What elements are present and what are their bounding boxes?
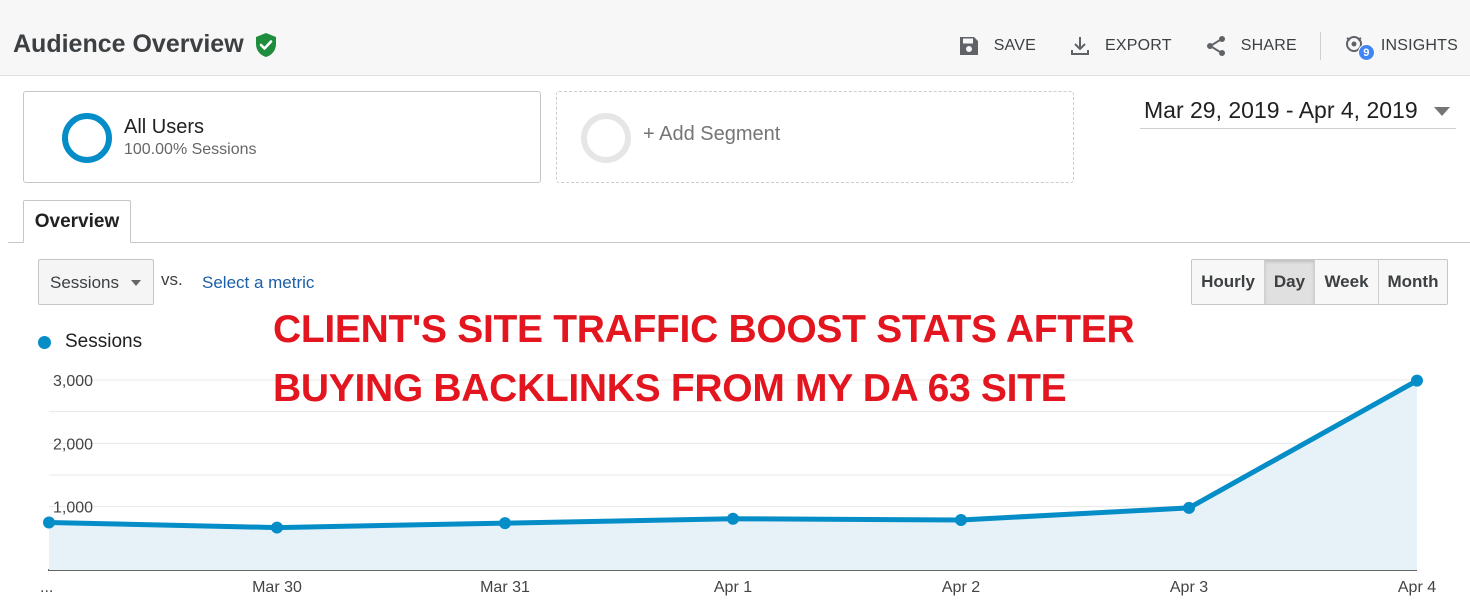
toolbar-divider <box>1319 32 1321 60</box>
save-label: SAVE <box>993 37 1036 54</box>
data-point <box>1411 374 1423 387</box>
export-button[interactable]: EXPORT <box>1068 34 1172 58</box>
date-range-picker[interactable]: Mar 29, 2019 - Apr 4, 2019 <box>1140 95 1456 129</box>
chevron-down-icon <box>1434 107 1450 116</box>
data-point <box>955 513 967 526</box>
vs-label: vs. <box>161 270 183 289</box>
share-button[interactable]: SHARE <box>1204 34 1297 58</box>
sessions-chart: 1,000 2,000 3,000... Mar 30 Mar 31 Apr 1 Apr 2… <box>40 373 1436 596</box>
select-metric-link[interactable]: Select a metric <box>202 273 315 292</box>
granularity-toggle: Hourly Day Week Month <box>1191 259 1448 305</box>
add-segment-button[interactable]: + Add Segment <box>556 91 1074 183</box>
insights-label: INSIGHTS <box>1380 37 1458 54</box>
data-point <box>1183 501 1195 514</box>
download-icon <box>1071 37 1089 55</box>
top-bar: Audience Overview SAVE EXPORT <box>0 0 1470 76</box>
segment-ring-icon <box>62 113 112 163</box>
metric-dropdown-value: Sessions <box>50 273 119 292</box>
granularity-hourly-button[interactable]: Hourly <box>1201 272 1255 291</box>
date-range-text: Mar 29, 2019 - Apr 4, 2019 <box>1144 97 1418 123</box>
save-button[interactable]: SAVE <box>957 34 1036 58</box>
y-tick-label: 2,000 <box>53 436 93 453</box>
granularity-day-button[interactable]: Day <box>1264 260 1314 304</box>
x-tick-label: Apr 4 <box>1398 579 1436 596</box>
y-tick-label: 1,000 <box>53 500 93 517</box>
legend-series-dot <box>38 335 51 349</box>
page-title-text: Audience Overview <box>13 30 244 58</box>
data-point <box>271 521 283 534</box>
tab-divider <box>8 242 1470 243</box>
granularity-week-button[interactable]: Week <box>1314 260 1378 304</box>
insights-icon <box>1345 36 1362 52</box>
chart-legend: Sessions <box>38 331 142 353</box>
report-toolbar: SAVE EXPORT SHARE 9 <box>957 30 1458 62</box>
export-label: EXPORT <box>1105 37 1172 54</box>
add-segment-label: + Add Segment <box>643 123 781 145</box>
tab-overview[interactable]: Overview <box>23 200 131 243</box>
granularity-month-button[interactable]: Month <box>1378 260 1447 304</box>
y-tick-label: 3,000 <box>53 373 93 390</box>
x-tick-label: Mar 31 <box>480 579 530 596</box>
save-icon <box>959 37 978 55</box>
segment-all-users[interactable]: All Users 100.00% Sessions <box>23 91 541 183</box>
x-tick-label: Mar 30 <box>252 579 302 596</box>
data-point <box>499 517 511 530</box>
data-point <box>43 516 55 529</box>
legend-series-label: Sessions <box>65 331 143 352</box>
promo-overlay-text: CLIENT'S SITE TRAFFIC BOOST STATS AFTER … <box>273 300 1135 418</box>
share-label: SHARE <box>1240 37 1297 54</box>
insights-button[interactable]: 9 INSIGHTS <box>1344 34 1458 61</box>
x-tick-label: ... <box>40 579 53 596</box>
caret-down-icon <box>131 280 141 286</box>
insights-count-badge: 9 <box>1357 44 1375 61</box>
metric-dropdown[interactable]: Sessions <box>38 259 154 305</box>
promo-line-2: BUYING BACKLINKS FROM MY DA 63 SITE <box>273 367 1067 410</box>
empty-segment-ring-icon <box>581 113 631 163</box>
verified-shield-icon <box>254 32 278 58</box>
segment-percentage: 100.00% Sessions <box>124 141 257 158</box>
promo-line-1: CLIENT'S SITE TRAFFIC BOOST STATS AFTER <box>273 308 1135 351</box>
x-tick-label: Apr 1 <box>714 579 752 596</box>
share-icon <box>1206 36 1225 56</box>
segment-name: All Users <box>124 116 205 138</box>
data-point <box>727 512 739 525</box>
sessions-area <box>49 380 1417 570</box>
x-tick-label: Apr 2 <box>942 579 980 596</box>
x-tick-label: Apr 3 <box>1170 579 1208 596</box>
page-title: Audience Overview <box>13 30 278 59</box>
